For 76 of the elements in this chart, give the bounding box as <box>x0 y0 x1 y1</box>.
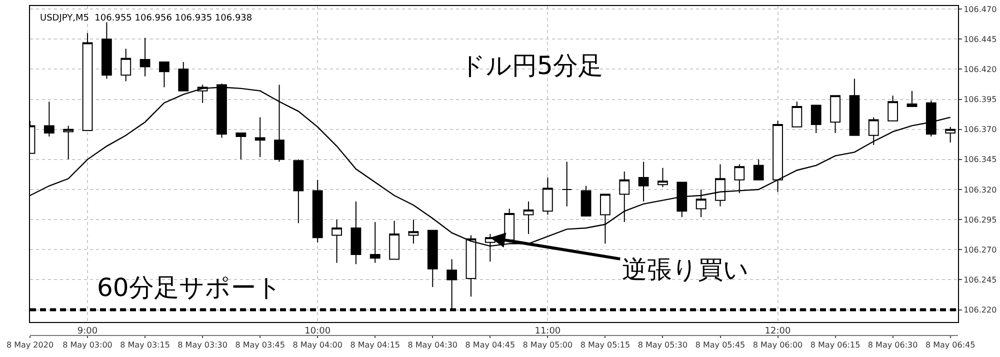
annotation: 逆張り買い <box>622 255 749 284</box>
x-tick-label: 8 May 06:45 <box>925 340 976 350</box>
candlestick <box>140 37 150 77</box>
y-tick-label: 106.395 <box>964 95 997 104</box>
candlestick <box>638 161 649 202</box>
x-tick-label: 8 May 05:30 <box>638 340 688 350</box>
candlestick <box>293 158 304 224</box>
candlestick <box>523 201 534 235</box>
y-tick-label: 106.270 <box>964 245 997 254</box>
candlestick <box>120 48 132 82</box>
candlestick <box>810 104 822 134</box>
x-tick-label: 8 May 06:15 <box>810 340 860 350</box>
candlestick <box>44 101 54 138</box>
candlestick <box>350 201 362 265</box>
y-tick-label: 106.470 <box>964 4 997 14</box>
candlestick <box>945 126 956 144</box>
candlestick <box>562 161 572 207</box>
candlestick <box>888 95 898 122</box>
x-tick-label: 8 May 06:30 <box>868 340 918 350</box>
candlestick <box>600 194 610 244</box>
annotation: ドル円5分足 <box>460 51 603 80</box>
y-tick-label: 106.320 <box>964 185 997 194</box>
y-tick-label: 106.370 <box>964 125 997 134</box>
candlestick <box>82 32 93 132</box>
candlestick <box>408 219 419 244</box>
candlestick <box>370 221 380 264</box>
y-tick-label: 106.445 <box>964 34 997 44</box>
candlestick <box>734 164 745 194</box>
x-tick-label: 8 May 03:15 <box>120 340 170 350</box>
candlestick <box>830 95 840 134</box>
candlestick <box>868 116 879 146</box>
x2-tick-label: 12:00 <box>764 326 792 337</box>
candlestick <box>254 116 266 158</box>
candlestick <box>102 22 112 80</box>
candlestick <box>542 176 553 216</box>
candlestick <box>236 132 246 160</box>
candlestick <box>580 185 592 216</box>
candlestick <box>772 120 783 192</box>
candlestick <box>676 182 688 218</box>
x2-tick-label: 10:00 <box>304 326 331 337</box>
x-tick-label: 8 May 05:45 <box>695 340 746 350</box>
x-tick-label: 8 May 05:00 <box>522 340 573 350</box>
candlestick <box>332 219 342 264</box>
x-tick-label: 8 May 2020 <box>6 340 54 350</box>
x-tick-label: 8 May 04:15 <box>350 340 400 350</box>
candlestick <box>753 158 764 180</box>
candlestick <box>63 125 74 160</box>
x2-tick-label: 11:00 <box>534 326 561 337</box>
text: USDJPY,M5 106.955 106.956 106.935 106.938 <box>40 14 252 24</box>
x-tick-label: 8 May 04:00 <box>292 340 342 350</box>
y-tick-label: 106.345 <box>964 155 997 164</box>
x-tick-label: 8 May 03:45 <box>235 340 285 350</box>
y-tick-label: 106.295 <box>964 215 997 224</box>
ref-line-label: 60分足サポート <box>97 273 282 302</box>
y-tick-label: 106.245 <box>964 276 997 285</box>
candlestick <box>312 179 323 243</box>
candlestick <box>159 61 170 88</box>
candlestick <box>792 101 802 128</box>
candlestick <box>849 78 860 136</box>
y-tick-label: 106.220 <box>964 306 997 315</box>
candlestick <box>619 170 630 222</box>
candlestick <box>715 164 726 207</box>
x-tick-label: 8 May 05:15 <box>580 340 630 350</box>
candlestick <box>658 167 668 188</box>
x-tick-label: 8 May 04:30 <box>408 340 458 350</box>
candlestick <box>906 90 918 107</box>
x-tick-label: 8 May 03:00 <box>62 340 112 350</box>
x-tick-label: 8 May 04:45 <box>465 340 516 350</box>
x2-tick-label: 9:00 <box>77 326 98 337</box>
y-tick-label: 106.420 <box>964 64 997 74</box>
candlestick <box>696 188 706 218</box>
candlestick <box>427 230 438 288</box>
candlestick <box>926 100 936 138</box>
x-tick-label: 8 May 03:30 <box>178 340 228 350</box>
x-tick-label: 8 May 06:00 <box>752 340 803 350</box>
candlestick <box>389 220 400 260</box>
